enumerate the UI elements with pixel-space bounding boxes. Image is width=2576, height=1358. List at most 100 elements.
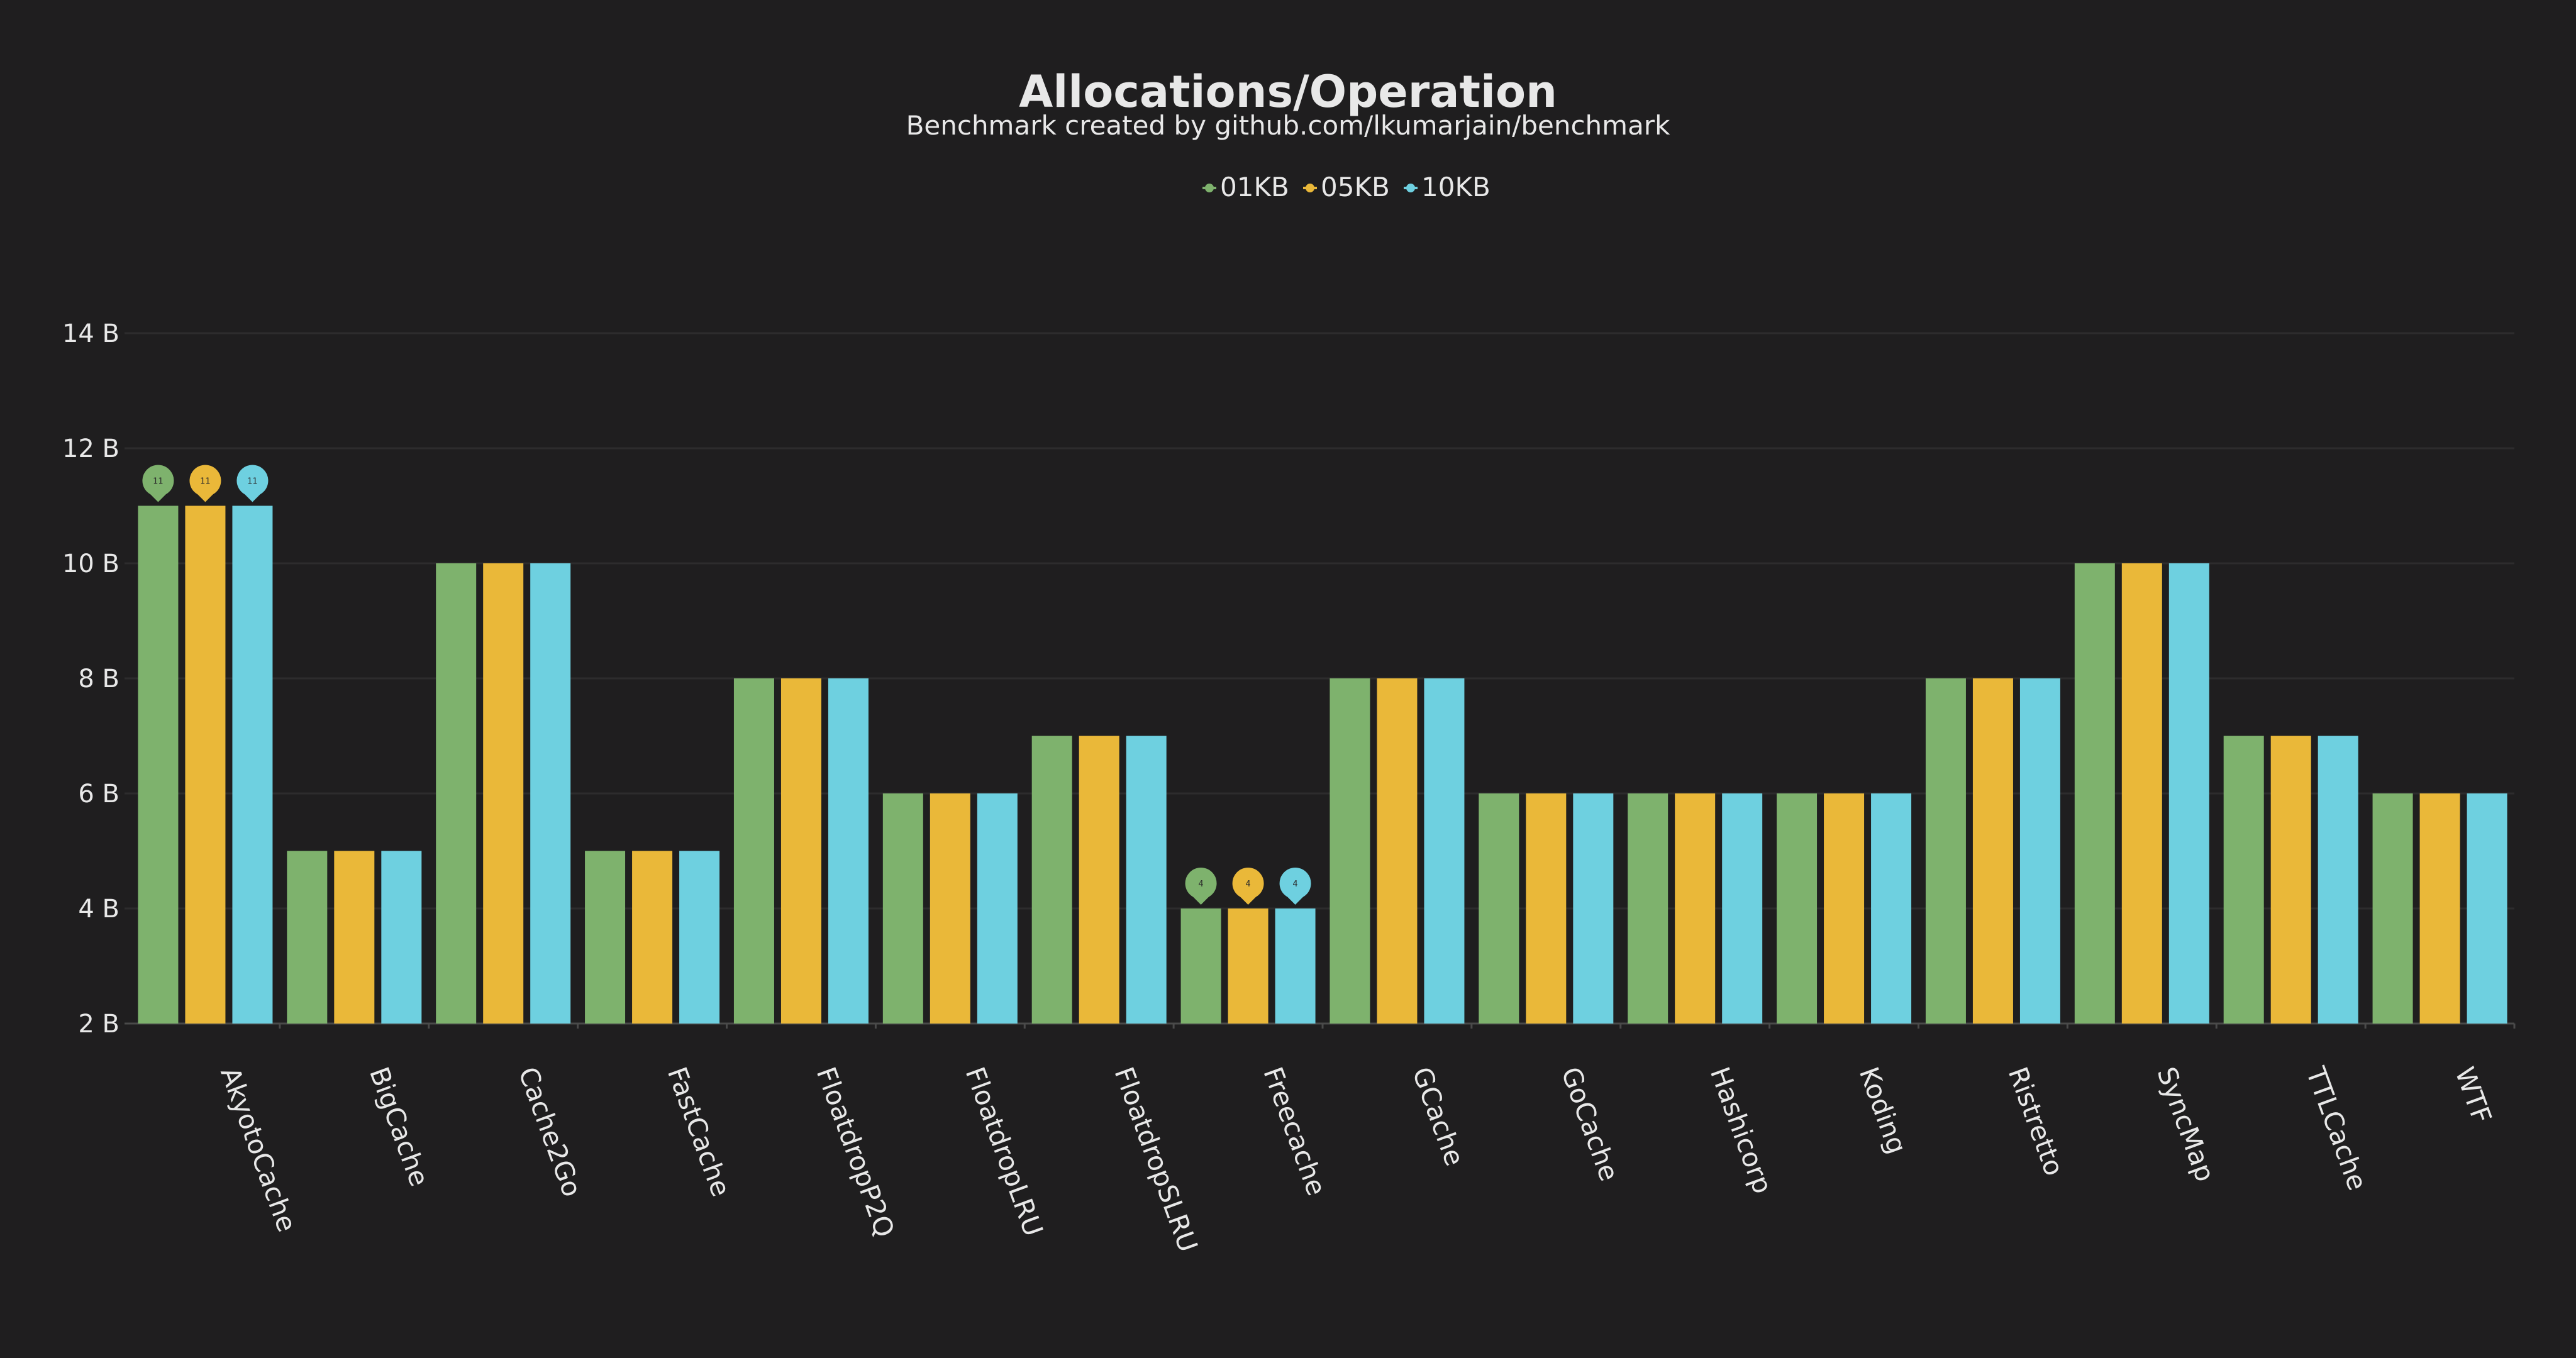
marker-pin <box>1279 868 1311 899</box>
bar-01KB-Ristretto[interactable] <box>1925 678 1966 1024</box>
bar-05KB-SyncMap[interactable] <box>2121 563 2162 1024</box>
x-category-label: SyncMap <box>2151 1063 2221 1186</box>
x-category-label: Cache2Go <box>513 1063 588 1201</box>
bar-05KB-Freecache[interactable] <box>1228 908 1269 1024</box>
x-category-label: TTLCache <box>2300 1063 2373 1195</box>
legend-dot <box>1306 184 1314 192</box>
bar-05KB-Cache2Go[interactable] <box>483 563 524 1024</box>
x-category-label: FloatdropP2Q <box>811 1063 901 1242</box>
legend: 01KB 05KB 10KB <box>1202 172 1491 202</box>
bar-05KB-Hashicorp[interactable] <box>1675 793 1716 1024</box>
value-marker[interactable]: 11 <box>236 465 269 502</box>
bars <box>138 505 2516 1029</box>
marker-pin <box>1185 868 1217 899</box>
y-tick-label: 6 B <box>78 780 119 809</box>
marker-label: 4 <box>1292 880 1297 889</box>
bar-01KB-Cache2Go[interactable] <box>436 563 477 1024</box>
y-tick-label: 12 B <box>62 434 119 463</box>
bar-05KB-FastCache[interactable] <box>632 851 673 1024</box>
y-tick-label: 10 B <box>62 549 119 578</box>
x-category-label: FloatdropSLRU <box>1108 1063 1204 1256</box>
bar-10KB-FloatdropSLRU[interactable] <box>1126 736 1167 1024</box>
bar-01KB-SyncMap[interactable] <box>2074 563 2115 1024</box>
bar-01KB-FloatdropP2Q[interactable] <box>733 678 774 1024</box>
legend-item[interactable]: 05KB <box>1303 172 1390 202</box>
legend-label: 01KB <box>1220 172 1289 202</box>
x-category-label: GoCache <box>1555 1063 1625 1185</box>
bar-05KB-FloatdropLRU[interactable] <box>930 793 970 1024</box>
bar-01KB-GoCache[interactable] <box>1479 793 1519 1024</box>
value-marker[interactable]: 11 <box>142 465 174 502</box>
x-category-label: FastCache <box>662 1063 737 1201</box>
bar-10KB-FloatdropLRU[interactable] <box>977 793 1018 1024</box>
bar-01KB-GCache[interactable] <box>1330 678 1370 1024</box>
bar-05KB-FloatdropP2Q[interactable] <box>780 678 821 1024</box>
y-tick-label: 4 B <box>78 895 119 924</box>
bar-10KB-AkyotoCache[interactable] <box>232 505 273 1024</box>
bar-10KB-BigCache[interactable] <box>381 851 422 1024</box>
x-category-label: FloatdropLRU <box>959 1063 1049 1240</box>
bar-10KB-FloatdropP2Q[interactable] <box>828 678 869 1024</box>
marker-pin <box>236 465 269 497</box>
category-labels: AkyotoCache BigCache Cache2Go FastCache Floa… <box>214 1063 2497 1256</box>
bar-01KB-TTLCache[interactable] <box>2223 736 2264 1024</box>
bar-01KB-BigCache[interactable] <box>287 851 328 1024</box>
value-marker[interactable]: 4 <box>1232 868 1264 905</box>
bar-01KB-FastCache[interactable] <box>585 851 626 1024</box>
legend-label: 05KB <box>1321 172 1390 202</box>
bar-05KB-TTLCache[interactable] <box>2270 736 2311 1024</box>
value-markers: 11 11 11 4 4 4 <box>142 465 1311 905</box>
bar-10KB-FastCache[interactable] <box>679 851 720 1024</box>
y-tick-label: 2 B <box>78 1010 119 1039</box>
chart-subtitle: Benchmark created by github.com/lkumarja… <box>906 110 1670 141</box>
bar-10KB-Ristretto[interactable] <box>2019 678 2060 1024</box>
marker-label: 11 <box>247 477 258 487</box>
bar-05KB-Ristretto[interactable] <box>1972 678 2013 1024</box>
chart-title: Allocations/Operation <box>1019 66 1557 118</box>
x-category-label: Ristretto <box>2002 1063 2070 1180</box>
x-category-label: AkyotoCache <box>214 1063 303 1236</box>
legend-item[interactable]: 10KB <box>1404 172 1491 202</box>
bar-10KB-Freecache[interactable] <box>1275 908 1316 1024</box>
marker-label: 11 <box>153 477 164 487</box>
bar-01KB-WTF[interactable] <box>2372 793 2413 1024</box>
x-category-label: Hashicorp <box>1704 1063 1779 1198</box>
bar-01KB-Hashicorp[interactable] <box>1628 793 1668 1024</box>
bar-10KB-GCache[interactable] <box>1424 678 1465 1024</box>
bar-01KB-FloatdropSLRU[interactable] <box>1031 736 1072 1024</box>
legend-dot <box>1205 184 1214 192</box>
legend-dot <box>1406 184 1415 192</box>
bar-05KB-WTF[interactable] <box>2419 793 2460 1024</box>
legend-item[interactable]: 01KB <box>1202 172 1289 202</box>
bar-10KB-Cache2Go[interactable] <box>530 563 571 1024</box>
gridlines: 2 B 4 B 6 B 8 B 10 B 12 B 14 B <box>62 319 2514 1039</box>
bar-05KB-FloatdropSLRU[interactable] <box>1079 736 1119 1024</box>
bar-01KB-AkyotoCache[interactable] <box>138 505 179 1024</box>
bar-05KB-BigCache[interactable] <box>334 851 375 1024</box>
bar-05KB-AkyotoCache[interactable] <box>185 505 226 1024</box>
x-category-label: GCache <box>1406 1063 1470 1170</box>
y-tick-label: 8 B <box>78 665 119 693</box>
bar-10KB-Hashicorp[interactable] <box>1722 793 1763 1024</box>
bar-10KB-GoCache[interactable] <box>1573 793 1614 1024</box>
marker-pin <box>1232 868 1264 899</box>
bar-05KB-GoCache[interactable] <box>1526 793 1567 1024</box>
bar-10KB-SyncMap[interactable] <box>2168 563 2209 1024</box>
bar-01KB-FloatdropLRU[interactable] <box>882 793 923 1024</box>
legend-label: 10KB <box>1421 172 1491 202</box>
value-marker[interactable]: 4 <box>1185 868 1217 905</box>
marker-pin <box>142 465 174 497</box>
bar-05KB-Koding[interactable] <box>1824 793 1865 1024</box>
x-category-label: Koding <box>1853 1063 1913 1158</box>
bar-01KB-Freecache[interactable] <box>1180 908 1221 1024</box>
bar-10KB-TTLCache[interactable] <box>2318 736 2358 1024</box>
bar-01KB-Koding[interactable] <box>1777 793 1818 1024</box>
bar-10KB-Koding[interactable] <box>1871 793 1912 1024</box>
value-marker[interactable]: 4 <box>1279 868 1311 905</box>
value-marker[interactable]: 11 <box>189 465 221 502</box>
marker-label: 4 <box>1245 880 1250 889</box>
bar-05KB-GCache[interactable] <box>1377 678 1418 1024</box>
bar-10KB-WTF[interactable] <box>2467 793 2507 1024</box>
